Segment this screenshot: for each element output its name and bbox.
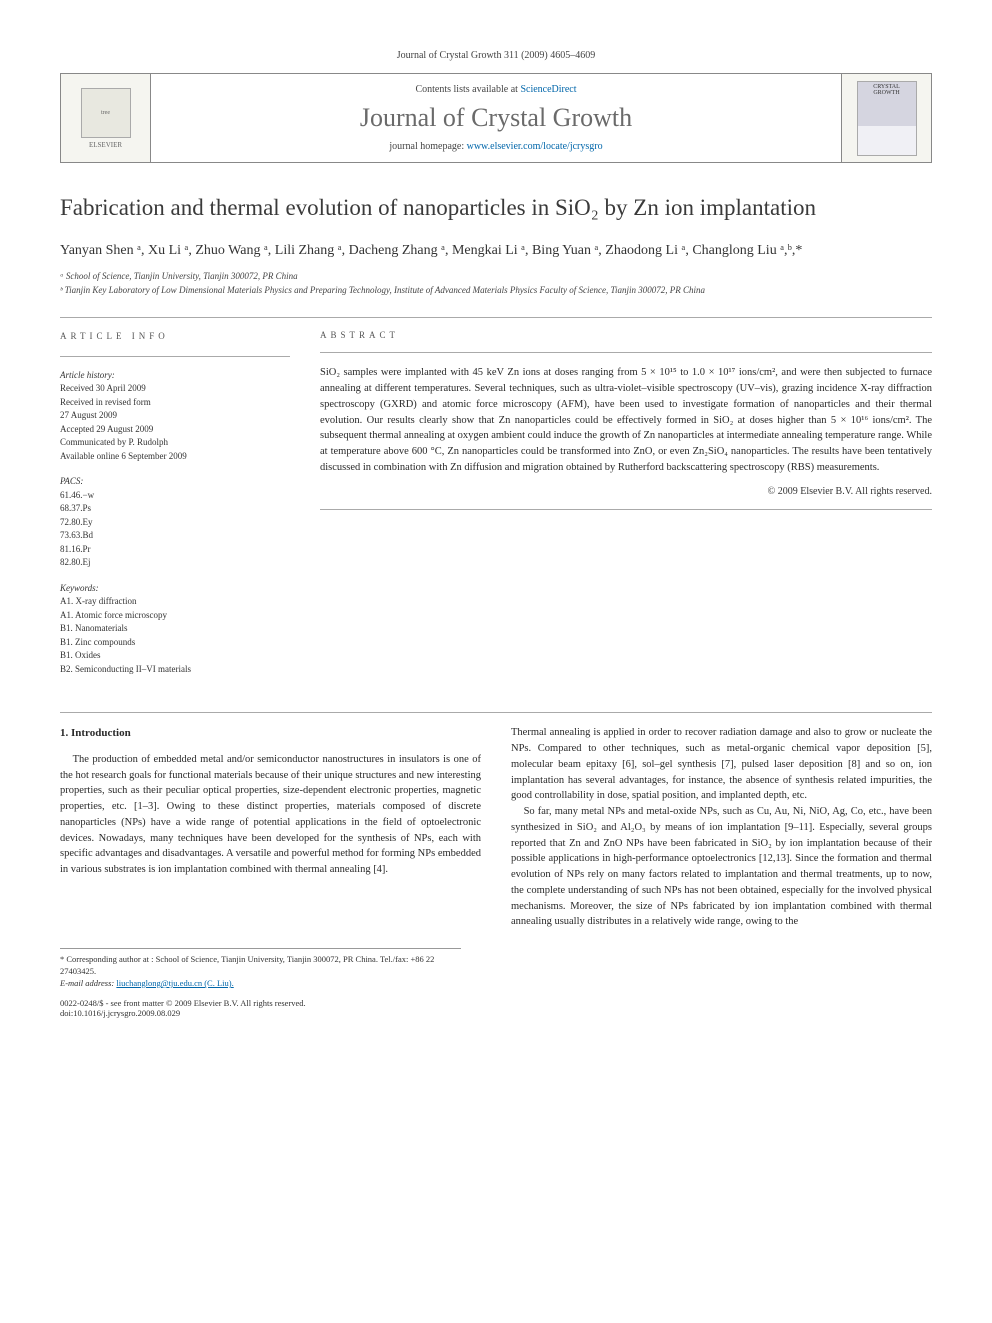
separator [320, 352, 932, 353]
intro-paragraph-2: Thermal annealing is applied in order to… [511, 725, 932, 804]
corr-author-text: * Corresponding author at : School of Sc… [60, 954, 461, 978]
affil-b: ᵇ Tianjin Key Laboratory of Low Dimensio… [60, 284, 932, 298]
corresponding-author-footnote: * Corresponding author at : School of Sc… [60, 948, 461, 990]
history-revised-date: 27 August 2009 [60, 409, 290, 423]
history-head: Article history: [60, 369, 290, 383]
body-column-right: Thermal annealing is applied in order to… [511, 725, 932, 930]
sciencedirect-link[interactable]: ScienceDirect [520, 84, 576, 95]
email-label: E-mail address: [60, 978, 114, 988]
body-column-left: 1. Introduction The production of embedd… [60, 725, 481, 930]
abstract-label: ABSTRACT [320, 330, 932, 340]
intro-paragraph-1: The production of embedded metal and/or … [60, 752, 481, 878]
journal-name: Journal of Crystal Growth [151, 103, 841, 133]
pacs-item: 61.46.−w [60, 489, 290, 503]
pacs-item: 82.80.Ej [60, 556, 290, 570]
keyword-item: B1. Oxides [60, 649, 290, 663]
homepage-prefix: journal homepage: [389, 141, 466, 152]
page-citation: Journal of Crystal Growth 311 (2009) 460… [60, 50, 932, 61]
pacs-block: PACS: 61.46.−w 68.37.Ps 72.80.Ey 73.63.B… [60, 475, 290, 570]
history-online: Available online 6 September 2009 [60, 450, 290, 464]
separator [60, 317, 932, 318]
email-link[interactable]: liuchanglong@tju.edu.cn (C. Liu). [116, 978, 233, 988]
publisher-name: ELSEVIER [89, 141, 122, 149]
contents-prefix: Contents lists available at [415, 84, 520, 95]
pacs-head: PACS: [60, 475, 290, 489]
pacs-item: 81.16.Pr [60, 543, 290, 557]
doi-line: doi:10.1016/j.jcrysgro.2009.08.029 [60, 1008, 932, 1018]
doi-block: 0022-0248/$ - see front matter © 2009 El… [60, 998, 932, 1018]
article-history: Article history: Received 30 April 2009 … [60, 369, 290, 464]
article-info-column: ARTICLE INFO Article history: Received 3… [60, 330, 290, 688]
keyword-item: B1. Nanomaterials [60, 622, 290, 636]
pacs-item: 72.80.Ey [60, 516, 290, 530]
article-title: Fabrication and thermal evolution of nan… [60, 193, 932, 223]
pacs-item: 73.63.Bd [60, 529, 290, 543]
history-received: Received 30 April 2009 [60, 382, 290, 396]
abstract-text: SiO₂ samples were implanted with 45 keV … [320, 365, 932, 475]
separator [320, 509, 932, 510]
keywords-head: Keywords: [60, 582, 290, 596]
affil-a: ᵃ School of Science, Tianjin University,… [60, 270, 932, 284]
keywords-block: Keywords: A1. X-ray diffraction A1. Atom… [60, 582, 290, 677]
homepage-link[interactable]: www.elsevier.com/locate/jcrysgro [467, 141, 603, 152]
keyword-item: A1. X-ray diffraction [60, 595, 290, 609]
history-accepted: Accepted 29 August 2009 [60, 423, 290, 437]
abstract-copyright: © 2009 Elsevier B.V. All rights reserved… [320, 486, 932, 497]
keyword-item: B1. Zinc compounds [60, 636, 290, 650]
journal-cover-thumb: CRYSTAL GROWTH [841, 74, 931, 162]
cover-label: CRYSTAL GROWTH [857, 81, 917, 156]
keyword-item: A1. Atomic force microscopy [60, 609, 290, 623]
abstract-column: ABSTRACT SiO₂ samples were implanted wit… [320, 330, 932, 688]
keyword-item: B2. Semiconducting II–VI materials [60, 663, 290, 677]
publisher-logo: tree ELSEVIER [61, 74, 151, 162]
journal-header: tree ELSEVIER Contents lists available a… [60, 73, 932, 163]
separator [60, 356, 290, 357]
affiliations: ᵃ School of Science, Tianjin University,… [60, 270, 932, 297]
history-communicated: Communicated by P. Rudolph [60, 436, 290, 450]
separator [60, 712, 932, 713]
front-matter-line: 0022-0248/$ - see front matter © 2009 El… [60, 998, 932, 1008]
pacs-item: 68.37.Ps [60, 502, 290, 516]
elsevier-tree-icon: tree [81, 88, 131, 138]
intro-paragraph-3: So far, many metal NPs and metal-oxide N… [511, 804, 932, 930]
history-revised: Received in revised form [60, 396, 290, 410]
authors-list: Yanyan Shen ᵃ, Xu Li ᵃ, Zhuo Wang ᵃ, Lil… [60, 241, 932, 261]
article-info-label: ARTICLE INFO [60, 330, 290, 344]
section-heading: 1. Introduction [60, 725, 481, 742]
